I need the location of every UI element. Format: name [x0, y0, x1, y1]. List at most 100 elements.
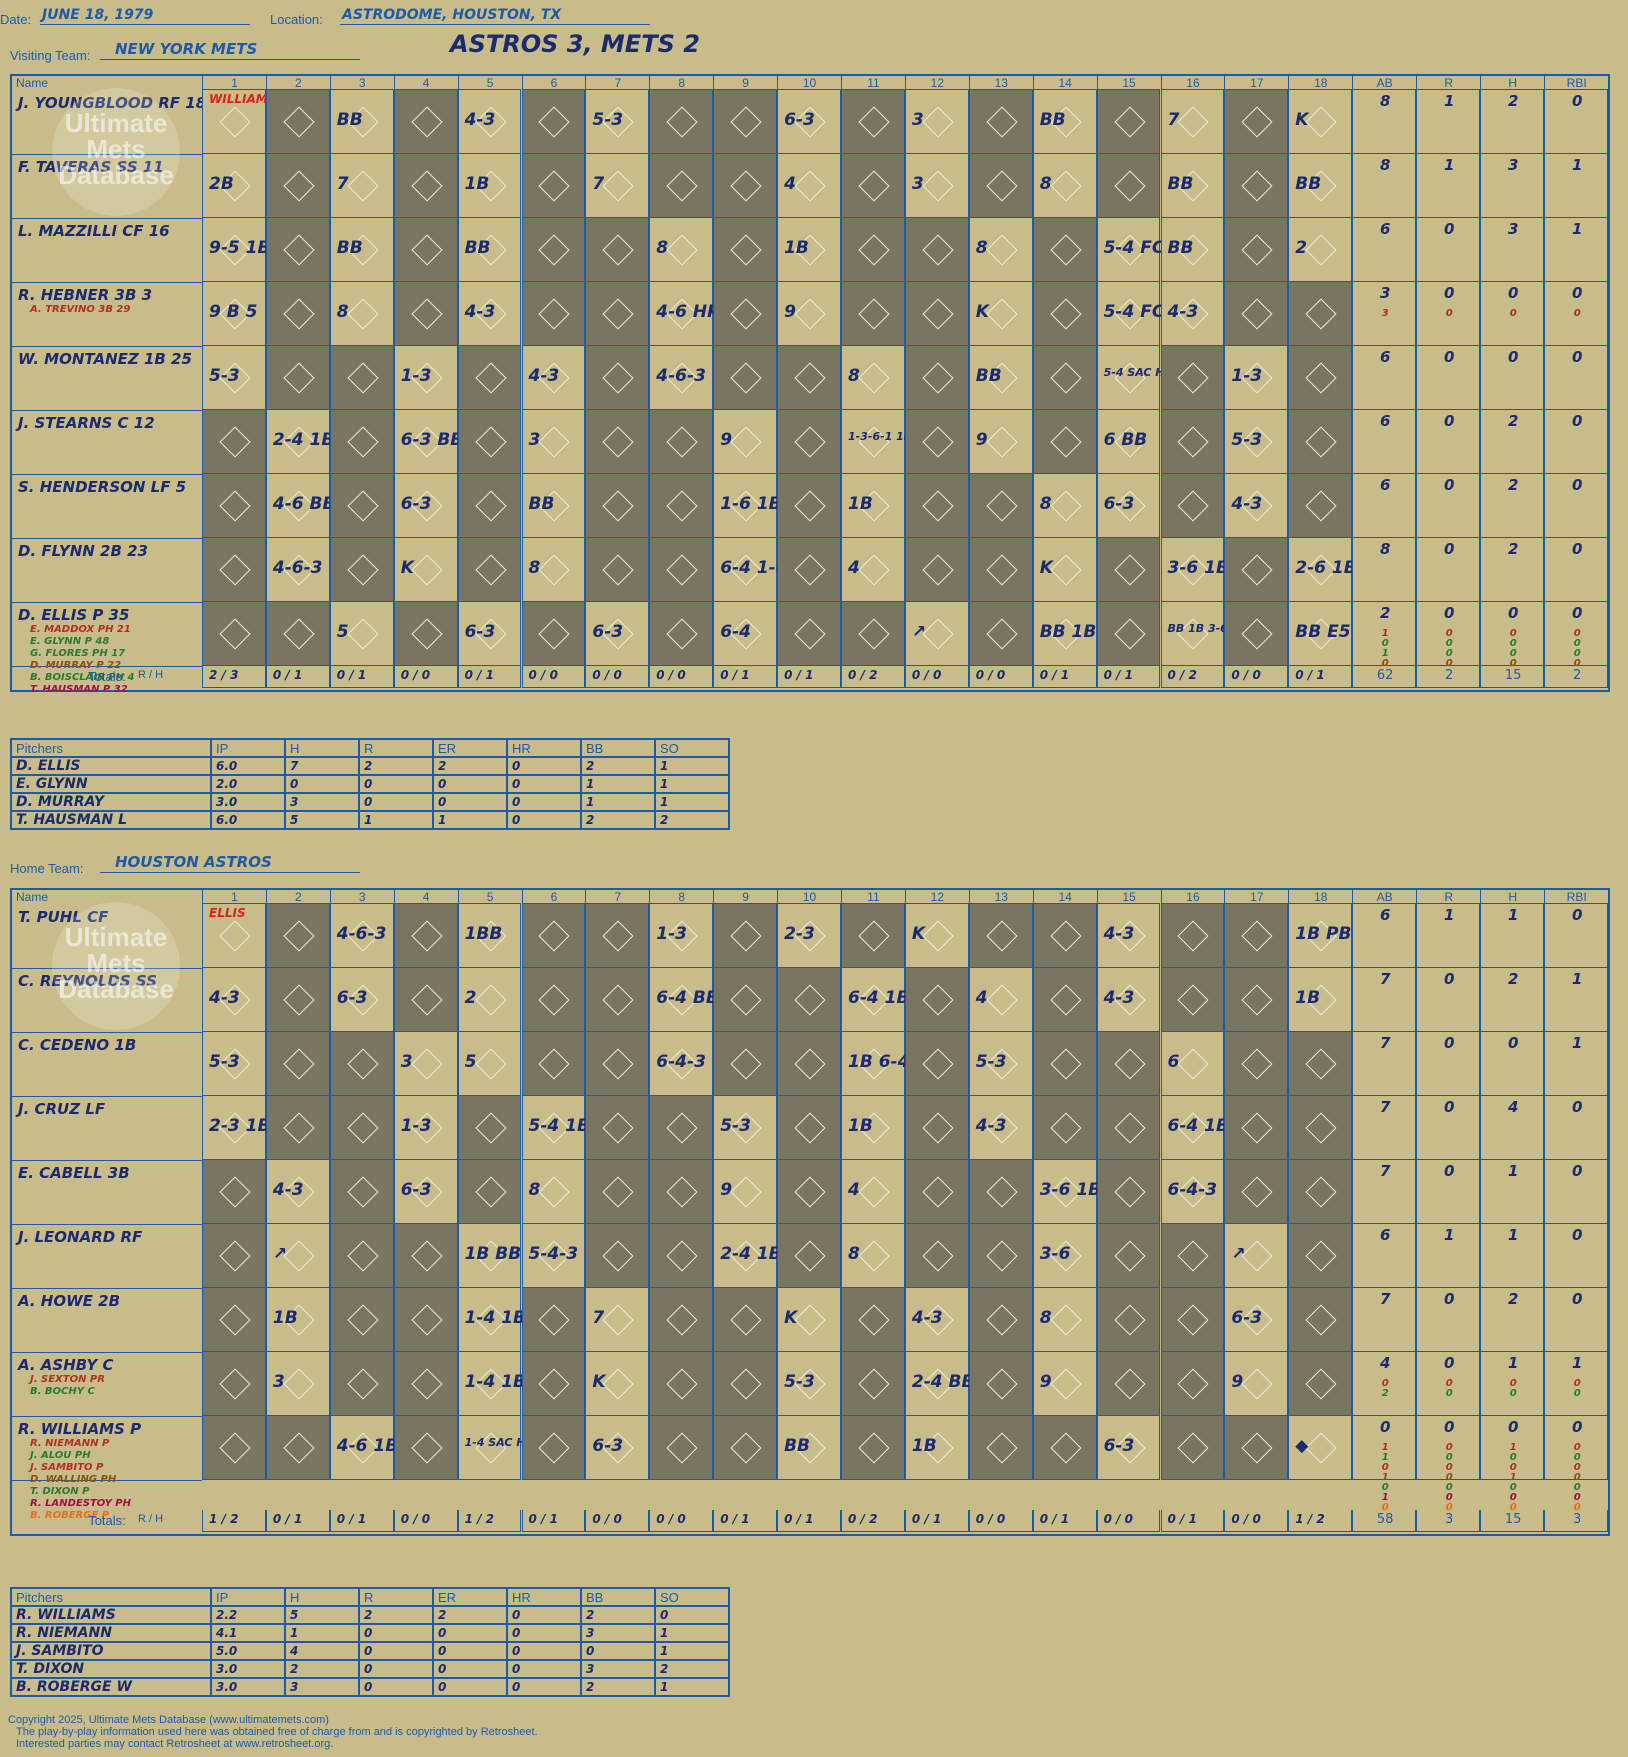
stat-value: 0: [1445, 648, 1453, 659]
stat-cell: 0: [1416, 474, 1481, 538]
play-notation: 6-3: [1103, 494, 1135, 514]
play-notation: 8: [336, 302, 349, 322]
stat-cell: 8: [1352, 90, 1417, 154]
at-bat-cell: [393, 90, 458, 154]
base-diamond: [922, 298, 954, 330]
stat-value: 0: [1573, 1462, 1581, 1473]
base-diamond: [730, 298, 762, 330]
inning-total-value: 0 / 0: [1103, 1512, 1134, 1526]
base-diamond: [666, 170, 698, 202]
at-bat-cell: [1096, 1096, 1161, 1160]
play-notation: 5: [336, 622, 349, 642]
stat-value: 4: [1379, 1354, 1391, 1372]
at-bat-cell: 9 B 5: [202, 282, 266, 346]
total-stat-value: 15: [1504, 668, 1522, 683]
stat-cell: 0: [1416, 1288, 1481, 1352]
play-notation: 8: [656, 238, 669, 258]
at-bat-cell: 6-4 1B: [841, 968, 909, 1032]
base-diamond: [1241, 920, 1273, 952]
pitcher-stat: 5: [284, 1605, 360, 1625]
inning-total: 0 / 0: [393, 666, 458, 688]
stat-value: 0: [1381, 1462, 1389, 1473]
batter-name: S. HENDERSON LF 5: [18, 478, 187, 496]
pitcher-stat: 3.0: [210, 792, 286, 812]
stat-header: RBI: [1544, 76, 1609, 90]
pitcher-stat: 1: [654, 756, 730, 776]
play-notation: 6-4 1B: [848, 988, 910, 1008]
base-diamond: [474, 362, 507, 394]
pitcher-name: D. MURRAY: [10, 792, 212, 812]
pitcher-row: E. GLYNN 2.0 0 0 0 0 1 1: [10, 774, 730, 794]
base-diamond: [794, 1240, 826, 1272]
base-diamond: [1113, 1368, 1146, 1400]
substitute-name: B. ROBERGE P: [30, 1510, 110, 1521]
inning-header: 5: [457, 76, 522, 90]
stat-value: 0: [1571, 604, 1583, 622]
batter-name: J. YOUNGBLOOD RF 18: [18, 94, 207, 112]
at-bat-cell: [1032, 218, 1097, 282]
stat-cell: 0: [1544, 346, 1609, 410]
stat-value: 0: [1573, 658, 1581, 669]
play-notation: BB E5: [1295, 622, 1351, 642]
at-bat-cell: [904, 410, 969, 474]
base-diamond: [794, 1304, 826, 1336]
at-bat-cell: 4-3: [521, 346, 586, 410]
at-bat-cell: ELLIS: [202, 904, 266, 968]
stat-value: 0: [1445, 1482, 1453, 1493]
totals-label: Totals:: [88, 1513, 126, 1528]
inning-header: 6: [521, 890, 586, 904]
pitcher-stat: 0: [432, 1659, 508, 1679]
base-diamond: [666, 490, 698, 522]
base-diamond: [666, 554, 698, 586]
total-stat-value: 3: [1573, 1512, 1582, 1527]
base-diamond: [1305, 106, 1337, 138]
base-diamond: [986, 106, 1018, 138]
at-bat-cell: 4-3: [1224, 474, 1289, 538]
stat-cell: 0: [1416, 218, 1481, 282]
stat-value: 1: [1507, 1354, 1519, 1372]
play-notation: BB 1B: [1039, 622, 1097, 642]
batter-name: W. MONTANEZ 1B 25: [18, 350, 192, 368]
substitute-name: J. SAMBITO P: [30, 1462, 104, 1473]
play-notation: 3: [911, 174, 924, 194]
base-diamond: [347, 490, 379, 522]
at-bat-cell: [1288, 1032, 1353, 1096]
stat-value: 2: [1507, 476, 1519, 494]
at-bat-cell: [968, 1416, 1033, 1480]
at-bat-cell: 5: [457, 1032, 522, 1096]
stat-value: 0: [1507, 1034, 1519, 1052]
inning-header: 16: [1160, 890, 1225, 904]
stat-value: 7: [1379, 1290, 1391, 1308]
play-notation: 6-3: [784, 110, 815, 130]
base-diamond: [730, 1176, 762, 1208]
at-bat-cell: [1224, 1096, 1289, 1160]
stat-value: 0: [1571, 476, 1583, 494]
name-header: Name: [16, 890, 49, 904]
pitcher-row: B. ROBERGE W 3.0 3 0 0 0 2 1: [10, 1677, 730, 1697]
base-diamond: [219, 920, 251, 952]
pitcher-stat: 0: [358, 1659, 434, 1679]
batter-row: A. HOWE 2B: [12, 1288, 202, 1353]
base-diamond: [411, 298, 443, 330]
at-bat-cell: [1288, 1096, 1353, 1160]
stat-value: 1: [1381, 648, 1389, 659]
stat-cell: 1: [1416, 904, 1481, 968]
stat-cell: 4: [1480, 1096, 1545, 1160]
play-notation: 6-3: [336, 988, 368, 1008]
at-bat-cell: 2-4 1B: [713, 1224, 782, 1288]
inning-header: 11: [841, 76, 905, 90]
stat-cell: 2: [1480, 474, 1545, 538]
substitute-name: T. HAUSMAN P 32: [30, 684, 128, 695]
play-notation: 4-6 HP: [656, 302, 720, 322]
base-diamond: [730, 234, 762, 266]
play-notation: 9: [1039, 1372, 1052, 1392]
base-diamond: [922, 618, 954, 650]
stat-value: 0: [1445, 1492, 1453, 1503]
at-bat-cell: [904, 538, 969, 602]
stat-cell: 2: [1480, 90, 1545, 154]
base-diamond: [1113, 1176, 1146, 1208]
stat-value: 0: [1509, 1502, 1517, 1513]
pitcher-stat: 2: [432, 1605, 508, 1625]
inning-total-value: 0 / 1: [336, 668, 367, 682]
